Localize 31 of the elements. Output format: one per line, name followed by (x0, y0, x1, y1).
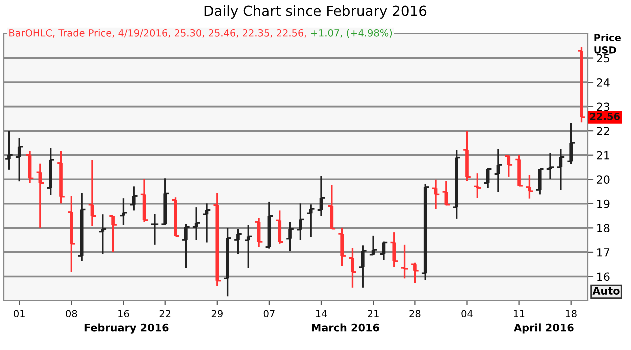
y-tick-label: 20 (597, 176, 610, 184)
annotation: +1.07, (+4.98%) (311, 29, 392, 38)
y-tick-label: 16 (598, 272, 610, 282)
y-tick-label: 22 (597, 127, 610, 136)
x-tick-label: 08 (66, 310, 78, 318)
x-tick-label: 22 (160, 310, 171, 318)
x-tick-label: 16 (118, 310, 130, 318)
y-tick-label: 19 (598, 200, 610, 208)
y-tick-label: 21 (597, 151, 610, 160)
x-tick-label: 21 (368, 310, 379, 318)
text: February 2016 (84, 324, 169, 334)
y-tick-label: 25 (597, 54, 610, 63)
x-tick-label: 18 (566, 310, 577, 318)
x-tick-label: 29 (212, 310, 223, 318)
x-tick-label: 14 (316, 310, 328, 318)
y-tick-label: 18 (598, 224, 610, 233)
y-tick-label: 24 (597, 78, 610, 87)
x-tick-label: 04 (462, 310, 473, 318)
y-tick-label: 23 (597, 102, 610, 112)
x-tick-label: 11 (514, 310, 525, 318)
y-axis-title: Price USD (594, 34, 621, 54)
chart-title: Daily Chart since February 2016 (204, 6, 427, 19)
text: March 2016 (312, 324, 380, 332)
x-tick-label: 28 (410, 310, 421, 318)
chart-subtitle: BarOHLC, Trade Price, 4/19/2016, 25.30, 25.46, 22.35, 22.56, (10, 29, 306, 38)
text: April 2016 (514, 324, 574, 334)
y-tick-label: 17 (598, 248, 610, 257)
annotation: 22.56 (590, 112, 620, 120)
x-tick-label: 01 (14, 310, 25, 318)
x-tick-label: 07 (264, 310, 275, 318)
text: Auto (592, 287, 620, 295)
